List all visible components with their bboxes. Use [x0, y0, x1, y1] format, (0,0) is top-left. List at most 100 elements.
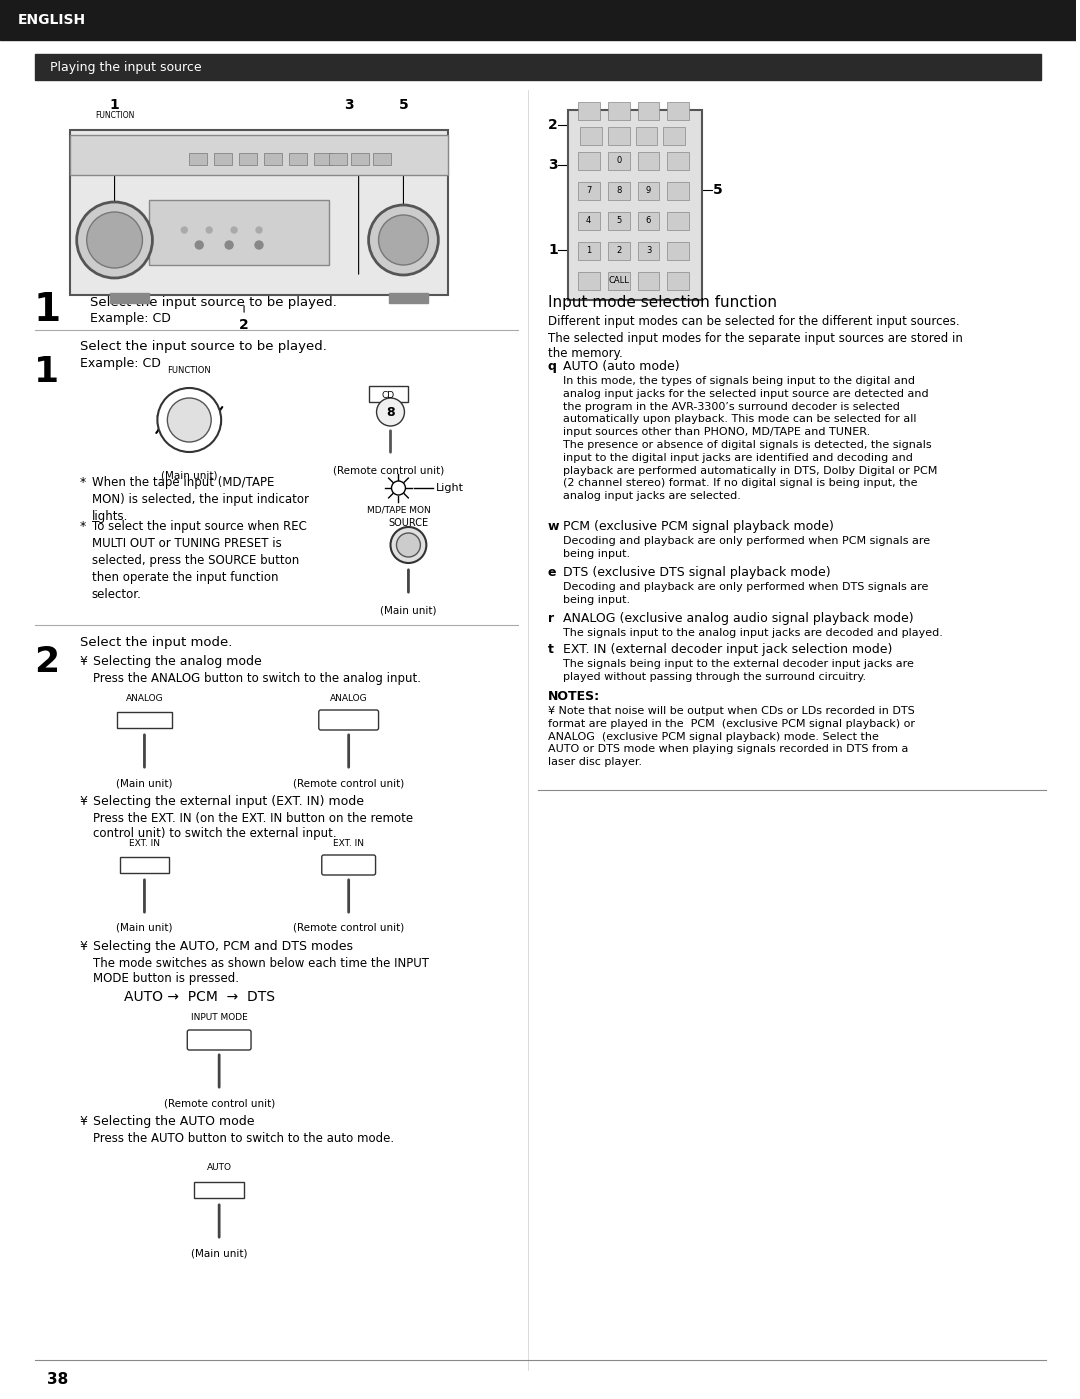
Bar: [663, 127, 686, 145]
Text: 7: 7: [586, 186, 592, 194]
Bar: [580, 127, 602, 145]
Text: FUNCTION: FUNCTION: [167, 365, 212, 375]
Text: 1: 1: [110, 98, 120, 112]
Bar: [637, 102, 660, 120]
FancyBboxPatch shape: [322, 855, 376, 874]
Bar: [578, 242, 599, 260]
Bar: [70, 130, 448, 295]
Circle shape: [377, 397, 404, 427]
Bar: [109, 292, 149, 304]
Bar: [70, 134, 448, 175]
Circle shape: [391, 481, 405, 495]
Text: NOTES:: NOTES:: [548, 690, 600, 704]
Text: The mode switches as shown below each time the INPUT
MODE button is pressed.: The mode switches as shown below each ti…: [93, 957, 429, 985]
Text: Press the AUTO button to switch to the auto mode.: Press the AUTO button to switch to the a…: [93, 1132, 394, 1144]
Text: 8: 8: [616, 186, 621, 194]
Text: Selecting the AUTO, PCM and DTS modes: Selecting the AUTO, PCM and DTS modes: [93, 940, 353, 953]
Bar: [608, 182, 630, 200]
Bar: [578, 182, 599, 200]
Text: (Remote control unit): (Remote control unit): [293, 778, 404, 788]
Bar: [667, 213, 689, 229]
Text: 6: 6: [646, 215, 651, 224]
Text: (Remote control unit): (Remote control unit): [333, 464, 444, 476]
Bar: [578, 152, 599, 171]
Text: ¥: ¥: [80, 940, 87, 953]
Circle shape: [206, 227, 212, 234]
Text: ¥: ¥: [80, 655, 87, 667]
Text: *: *: [80, 520, 86, 533]
Bar: [264, 152, 282, 165]
Bar: [667, 182, 689, 200]
Text: The signals input to the analog input jacks are decoded and played.: The signals input to the analog input ja…: [563, 628, 943, 638]
Bar: [667, 242, 689, 260]
Circle shape: [391, 527, 427, 562]
Text: Select the input source to be played.: Select the input source to be played.: [90, 295, 337, 309]
Circle shape: [167, 397, 212, 442]
Text: 3: 3: [548, 158, 557, 172]
Text: Select the input mode.: Select the input mode.: [80, 637, 232, 649]
Text: In this mode, the types of signals being input to the digital and
analog input j: In this mode, the types of signals being…: [563, 376, 937, 501]
Text: Select the input source to be played.: Select the input source to be played.: [80, 340, 326, 353]
Text: 1: 1: [33, 291, 60, 329]
Text: Decoding and playback are only performed when PCM signals are
being input.: Decoding and playback are only performed…: [563, 536, 930, 558]
Text: ANALOG (exclusive analog audio signal playback mode): ANALOG (exclusive analog audio signal pl…: [563, 611, 914, 625]
FancyBboxPatch shape: [187, 1030, 251, 1051]
Text: ANALOG: ANALOG: [329, 694, 367, 702]
Bar: [608, 152, 630, 171]
Text: ¥ Note that noise will be output when CDs or LDs recorded in DTS
format are play: ¥ Note that noise will be output when CD…: [548, 706, 915, 767]
Bar: [637, 242, 660, 260]
Bar: [667, 271, 689, 290]
Bar: [189, 152, 207, 165]
Text: When the tape input (MD/TAPE
MON) is selected, the input indicator
lights.: When the tape input (MD/TAPE MON) is sel…: [92, 476, 309, 523]
Bar: [194, 1182, 244, 1198]
Bar: [239, 152, 257, 165]
Text: INPUT MODE: INPUT MODE: [191, 1013, 247, 1023]
Circle shape: [86, 213, 143, 269]
Circle shape: [225, 241, 233, 249]
Text: (Remote control unit): (Remote control unit): [293, 923, 404, 933]
Text: 5: 5: [713, 183, 723, 197]
Circle shape: [181, 227, 187, 234]
Bar: [351, 152, 368, 165]
Text: CD: CD: [382, 390, 395, 400]
Bar: [608, 127, 630, 145]
Text: Selecting the external input (EXT. IN) mode: Selecting the external input (EXT. IN) m…: [93, 795, 364, 809]
Text: Selecting the analog mode: Selecting the analog mode: [93, 655, 261, 667]
Bar: [667, 152, 689, 171]
Text: 3: 3: [646, 245, 651, 255]
Bar: [368, 386, 408, 402]
Text: ANALOG: ANALOG: [125, 694, 163, 702]
Text: CALL: CALL: [608, 276, 629, 284]
Text: 5: 5: [399, 98, 408, 112]
Bar: [608, 271, 630, 290]
Text: (Main unit): (Main unit): [191, 1248, 247, 1258]
Bar: [117, 712, 173, 727]
Text: Example: CD: Example: CD: [90, 312, 171, 325]
Bar: [608, 213, 630, 229]
Text: Light: Light: [436, 483, 464, 492]
Text: 0: 0: [616, 155, 621, 165]
Text: 2: 2: [35, 645, 59, 679]
Text: EXT. IN (external decoder input jack selection mode): EXT. IN (external decoder input jack sel…: [563, 644, 892, 656]
Circle shape: [255, 241, 264, 249]
Text: Press the EXT. IN (on the EXT. IN button on the remote
control unit) to switch t: Press the EXT. IN (on the EXT. IN button…: [93, 811, 413, 839]
Text: Press the ANALOG button to switch to the analog input.: Press the ANALOG button to switch to the…: [93, 672, 420, 686]
Text: Different input modes can be selected for the different input sources.: Different input modes can be selected fo…: [548, 315, 959, 327]
Bar: [608, 102, 630, 120]
Text: 1: 1: [586, 245, 592, 255]
Text: *: *: [80, 476, 86, 490]
Circle shape: [77, 201, 152, 278]
Text: t: t: [548, 644, 554, 656]
Text: Decoding and playback are only performed when DTS signals are
being input.: Decoding and playback are only performed…: [563, 582, 928, 604]
Bar: [389, 292, 429, 304]
Bar: [608, 242, 630, 260]
Text: Example: CD: Example: CD: [80, 357, 161, 369]
Text: ¥: ¥: [80, 1115, 87, 1128]
Text: (Main unit): (Main unit): [161, 470, 217, 480]
Text: 9: 9: [646, 186, 651, 194]
Bar: [568, 111, 702, 299]
Bar: [149, 200, 328, 264]
Text: SOURCE: SOURCE: [389, 518, 429, 527]
Bar: [314, 152, 332, 165]
Bar: [120, 858, 170, 873]
